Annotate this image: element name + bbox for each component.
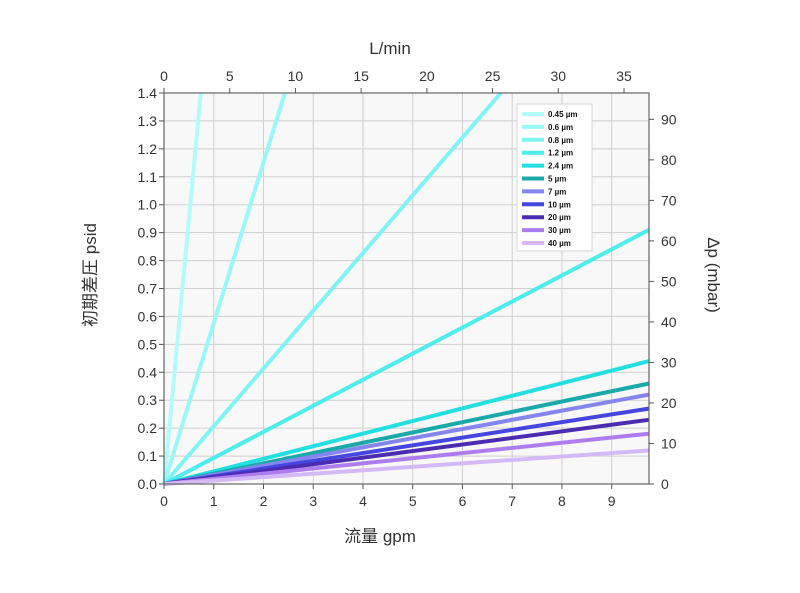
x-axis-title-bottom: 流量 gpm: [344, 527, 416, 546]
right-tick-label: 20: [661, 395, 677, 411]
legend: 0.45 µm 0.6 µm 0.8 µm 1.2 µm 2.4 µm 5 µm 7 µm 1…: [516, 103, 593, 252]
top-tick-label: 20: [419, 68, 435, 84]
series-line: [162, 91, 503, 486]
y-tick-label: 0.7: [138, 281, 158, 297]
series-line: [163, 417, 650, 486]
series-line: [163, 448, 650, 486]
y-tick-label: 1.2: [138, 141, 158, 157]
y-tick-label: 1.3: [138, 113, 158, 129]
right-tick-label: 50: [661, 273, 677, 289]
right-tick-label: 40: [661, 314, 677, 330]
y-tick-label: 1.1: [138, 169, 158, 185]
legend-label: 40 µm: [548, 239, 571, 248]
y-tick-label: 0.2: [138, 420, 158, 436]
series-line: [163, 392, 650, 486]
right-tick-label: 0: [661, 476, 669, 492]
top-tick-label: 0: [160, 68, 168, 84]
y-tick-label: 0.4: [138, 364, 158, 380]
top-tick-label: 35: [616, 68, 632, 84]
legend-label: 20 µm: [548, 213, 571, 222]
series-lines: [162, 91, 650, 486]
top-tick-label: 5: [226, 68, 234, 84]
right-tick-label: 90: [661, 111, 677, 127]
x-tick-label: 3: [309, 493, 317, 509]
right-tick-label: 60: [661, 233, 677, 249]
top-tick-label: 10: [288, 68, 304, 84]
y-tick-label: 0.8: [138, 253, 158, 269]
x-tick-label: 0: [160, 493, 168, 509]
right-tick-label: 30: [661, 354, 677, 370]
y-axis-title-right: Δp (mbar): [704, 237, 723, 313]
y-tick-label: 0.9: [138, 225, 158, 241]
legend-label: 0.45 µm: [548, 110, 578, 119]
y-tick-label: 1.4: [138, 85, 158, 101]
legend-label: 10 µm: [548, 200, 571, 209]
legend-label: 5 µm: [548, 175, 566, 184]
x-tick-label: 9: [608, 493, 616, 509]
y-tick-label: 1.0: [138, 197, 158, 213]
x-tick-label: 1: [210, 493, 218, 509]
legend-label: 2.4 µm: [548, 162, 573, 171]
series-line: [163, 359, 650, 486]
legend-label: 0.6 µm: [548, 123, 573, 132]
y-tick-label: 0.6: [138, 308, 158, 324]
series-line: [162, 92, 287, 485]
y-tick-label: 0.3: [138, 392, 158, 408]
y-axis-title-left: 初期差圧 psid: [81, 223, 100, 327]
y-tick-label: 0.5: [138, 336, 158, 352]
y-tick-label: 0.1: [138, 448, 158, 464]
axis-ticks: 0 1 2 3 4 5 6 7 8 90 5 10 15 20 25 30 350.00.10.20.30.40…: [138, 68, 677, 509]
series-line: [163, 228, 650, 486]
x-tick-label: 2: [260, 493, 268, 509]
y-tick-label: 0.0: [138, 476, 158, 492]
x-tick-label: 8: [558, 493, 566, 509]
series-line: [162, 92, 203, 485]
x-tick-label: 5: [409, 493, 417, 509]
legend-label: 0.8 µm: [548, 136, 573, 145]
legend-label: 30 µm: [548, 226, 571, 235]
legend-label: 1.2 µm: [548, 149, 573, 158]
x-tick-label: 6: [459, 493, 467, 509]
top-tick-label: 30: [551, 68, 567, 84]
top-tick-label: 25: [485, 68, 501, 84]
right-tick-label: 80: [661, 152, 677, 168]
x-axis-title-top: L/min: [369, 39, 411, 58]
top-tick-label: 15: [353, 68, 369, 84]
legend-label: 7 µm: [548, 187, 566, 196]
series-line: [163, 431, 650, 486]
legend-items: 0.45 µm 0.6 µm 0.8 µm 1.2 µm 2.4 µm 5 µm 7 µm 1…: [522, 110, 578, 248]
x-tick-label: 4: [359, 493, 367, 509]
right-tick-label: 70: [661, 192, 677, 208]
right-tick-label: 10: [661, 435, 677, 451]
x-tick-label: 7: [508, 493, 516, 509]
